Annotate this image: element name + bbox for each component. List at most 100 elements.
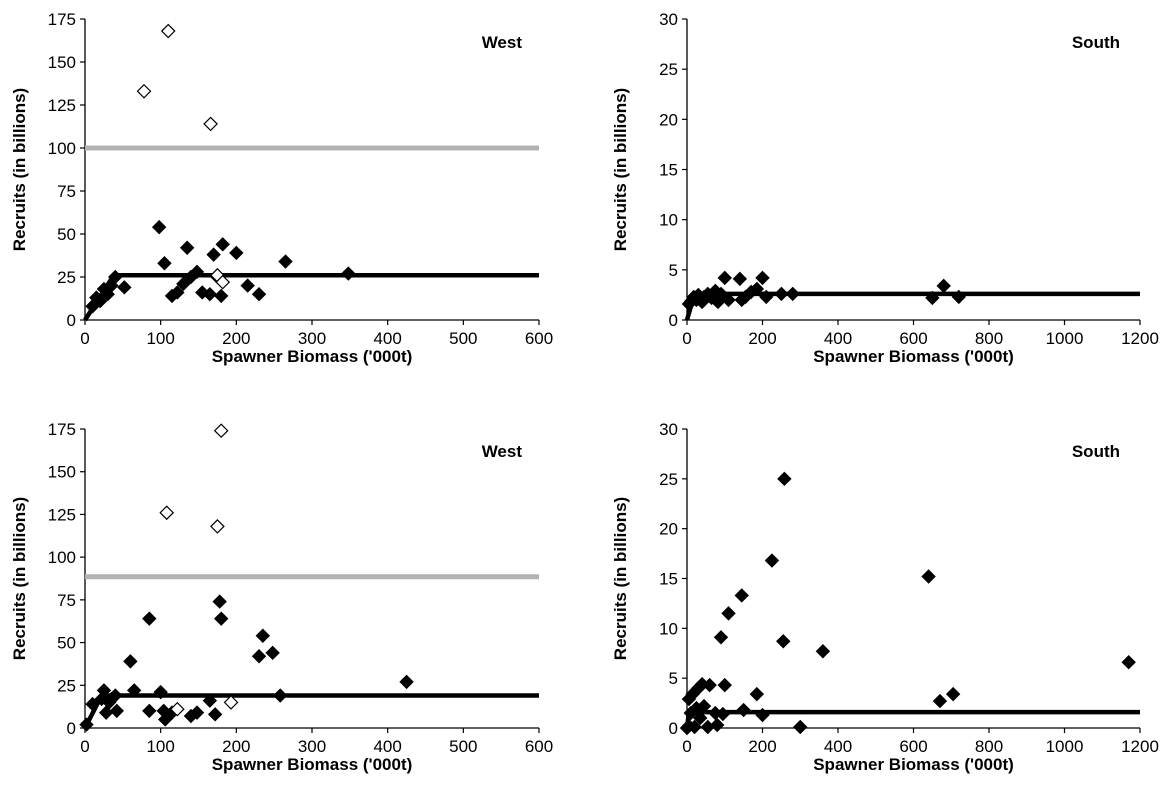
y-tick-label: 25	[57, 268, 76, 287]
x-tick-label: 300	[298, 329, 326, 348]
x-tick-label: 500	[449, 329, 477, 348]
x-tick-label: 1200	[1121, 737, 1159, 756]
data-point	[108, 269, 123, 285]
data-point	[936, 278, 951, 294]
y-tick-label: 0	[669, 719, 678, 738]
y-tick-label: 150	[48, 463, 76, 482]
x-tick-label: 100	[146, 737, 174, 756]
y-tick-label: 15	[659, 570, 678, 589]
data-point	[255, 628, 271, 643]
data-point	[202, 286, 218, 302]
chart-panel-1: 0 25 50 75 100 125 150 175 0 100 200 300 400 500 600 Sp…	[10, 10, 553, 366]
data-point	[721, 292, 736, 308]
data-point	[213, 288, 229, 304]
data-point	[709, 717, 725, 733]
x-axis-title: Spawner Biomass ('000t)	[212, 347, 413, 366]
data-point	[207, 707, 223, 722]
data-point-open	[136, 83, 152, 99]
data-point	[951, 289, 967, 305]
x-tick-label: 0	[682, 329, 691, 348]
data-point	[702, 677, 717, 693]
data-point	[696, 698, 712, 714]
y-tick-label: 5	[669, 261, 678, 280]
panel-label: West	[482, 442, 523, 461]
data-point	[749, 281, 765, 297]
data-point-open	[223, 695, 239, 710]
x-axis-title: Spawner Biomass ('000t)	[813, 347, 1014, 366]
fitted-stock-recruit-line	[684, 709, 1140, 729]
data-point	[399, 674, 414, 690]
data-point-open	[203, 116, 218, 132]
fitted-stock-recruit-line	[83, 273, 539, 322]
data-point	[240, 278, 255, 293]
x-axis-title: Spawner Biomass ('000t)	[813, 755, 1014, 774]
data-point	[109, 703, 124, 719]
data-point	[92, 293, 108, 309]
x-tick-label: 200	[222, 329, 250, 348]
data-point	[945, 686, 961, 702]
data-point	[1121, 655, 1136, 670]
data-point-open	[160, 23, 176, 39]
data-point	[123, 654, 138, 669]
data-point	[687, 719, 702, 735]
data-point	[189, 264, 205, 280]
y-axis-title: Recruits (in billions)	[611, 497, 630, 660]
x-tick-label: 800	[975, 329, 1003, 348]
panel-label: South	[1072, 442, 1120, 461]
y-tick-label: 30	[659, 10, 678, 29]
data-point	[755, 270, 770, 286]
chart-panel-3: 0 25 50 75 100 125 150 175 0 100 200 300 400 500 600 Sp…	[10, 420, 553, 774]
data-point	[815, 644, 831, 659]
data-point-open	[210, 519, 225, 534]
chart-panel-4: 0 5 10 15 20 25 30 0 200 400 600 800 1000 1200 Spawner…	[611, 420, 1159, 774]
data-point	[251, 286, 267, 302]
data-point	[774, 286, 789, 302]
y-tick-label: 100	[48, 139, 76, 158]
data-point	[341, 266, 356, 281]
data-point	[206, 247, 221, 262]
x-tick-label: 600	[899, 329, 927, 348]
y-tick-label: 10	[659, 211, 678, 230]
data-point-open	[215, 274, 231, 290]
y-axis-title: Recruits (in billions)	[10, 497, 29, 660]
data-point	[157, 256, 172, 271]
y-tick-label: 75	[57, 591, 76, 610]
data-point	[749, 686, 765, 702]
data-point	[151, 219, 167, 235]
data-point	[153, 684, 168, 700]
x-tick-label: 400	[373, 737, 401, 756]
x-tick-label: 200	[748, 737, 776, 756]
data-point	[717, 270, 732, 286]
y-tick-label: 5	[669, 669, 678, 688]
y-axis-title: Recruits (in billions)	[611, 88, 630, 251]
y-tick-label: 175	[48, 420, 76, 439]
y-tick-label: 50	[57, 634, 76, 653]
data-point	[925, 290, 940, 306]
x-tick-label: 0	[80, 737, 89, 756]
data-point	[932, 693, 948, 709]
y-tick-label: 15	[659, 161, 678, 180]
data-point	[715, 706, 731, 722]
y-tick-label: 100	[48, 548, 76, 567]
panel-label: South	[1072, 33, 1120, 52]
y-tick-label: 125	[48, 96, 76, 115]
x-tick-label: 400	[373, 329, 401, 348]
data-point	[179, 240, 195, 255]
data-point	[85, 696, 100, 712]
data-point	[202, 693, 218, 708]
y-tick-label: 0	[67, 311, 76, 330]
data-point	[713, 630, 729, 645]
data-point	[265, 645, 280, 661]
data-point	[142, 611, 157, 626]
y-tick-label: 25	[57, 676, 76, 695]
x-tick-label: 600	[525, 329, 553, 348]
data-point	[793, 719, 808, 735]
x-tick-label: 1000	[1046, 329, 1084, 348]
data-point	[776, 634, 791, 649]
y-tick-label: 20	[659, 110, 678, 129]
x-tick-label: 200	[748, 329, 776, 348]
data-point	[170, 285, 185, 300]
x-tick-label: 400	[824, 737, 852, 756]
data-point	[721, 606, 736, 621]
data-point	[213, 611, 229, 626]
